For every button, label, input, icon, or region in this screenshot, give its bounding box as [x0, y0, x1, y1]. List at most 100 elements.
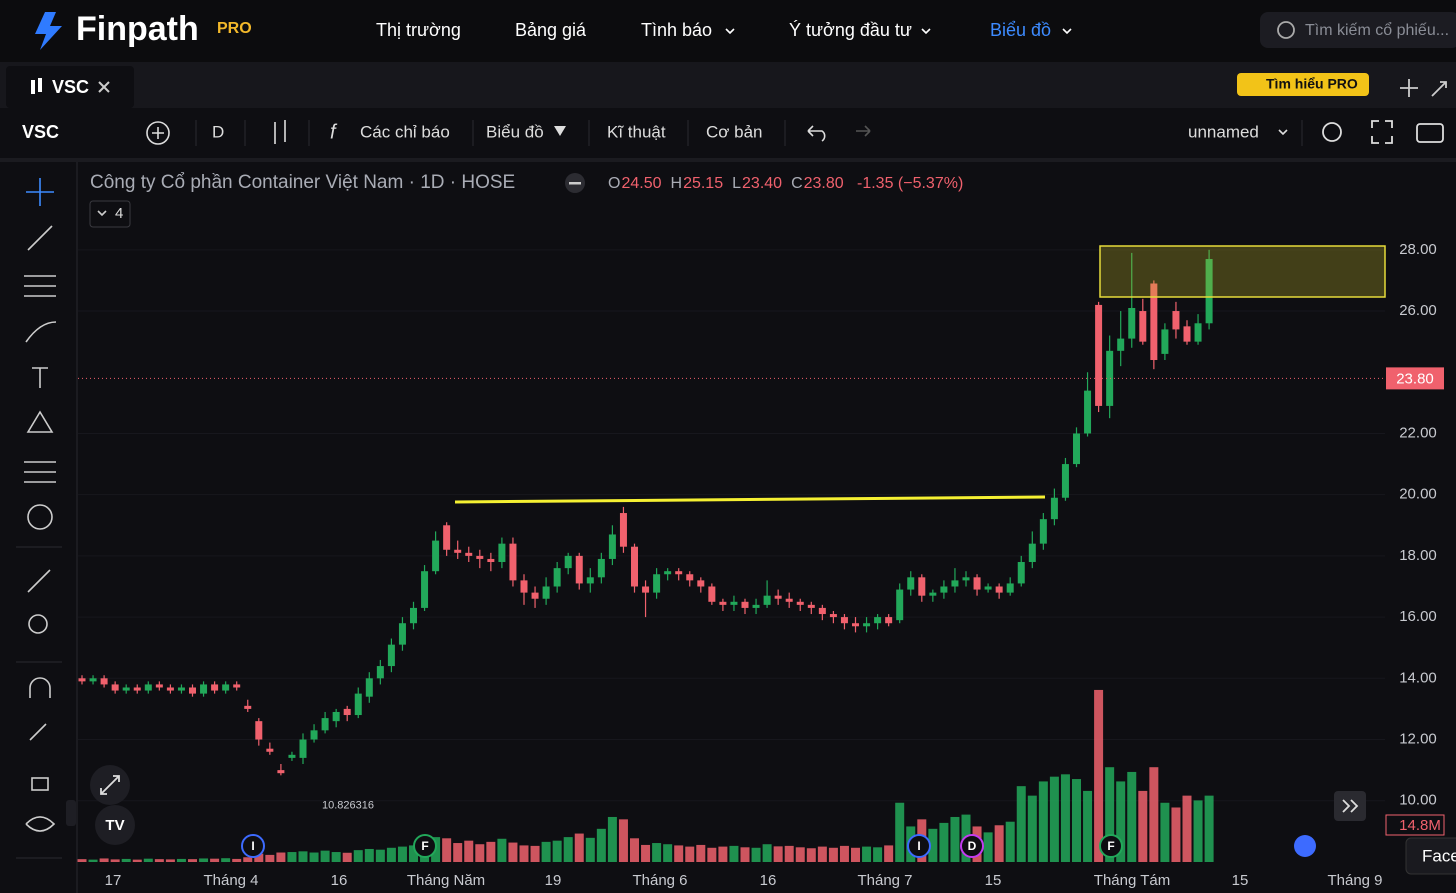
layout-name[interactable]: unnamed: [1188, 122, 1259, 141]
toolbar-technical[interactable]: Kĩ thuật: [607, 122, 666, 141]
pro-button[interactable]: [1237, 73, 1369, 96]
toolbar-indicators[interactable]: Các chỉ báo: [360, 122, 450, 141]
candle-body: [78, 678, 86, 682]
volume-bar: [1182, 795, 1192, 862]
tv-logo[interactable]: [95, 805, 135, 845]
candle-body: [89, 678, 97, 682]
candle-body: [1172, 311, 1180, 330]
candle-body: [697, 580, 705, 587]
candle-body: [387, 644, 395, 667]
candle-body: [642, 586, 650, 593]
candle-body: [619, 513, 627, 547]
volume-bar: [353, 850, 363, 862]
candle-body: [233, 684, 241, 688]
candle-body: [144, 684, 152, 691]
volume-bar: [618, 819, 628, 862]
x-tick-label: 17: [105, 872, 122, 889]
volume-bar: [685, 846, 695, 862]
volume-bar: [574, 833, 584, 862]
candle-body: [310, 730, 318, 740]
candle-body: [918, 577, 926, 596]
volume-bar: [541, 841, 551, 862]
candle-body: [1128, 307, 1136, 339]
candle-body: [421, 571, 429, 608]
candle-body: [863, 623, 871, 627]
corner-button[interactable]: [1405, 837, 1456, 875]
event-marker: [1099, 834, 1123, 858]
volume-bar: [121, 858, 131, 862]
volume-bar: [1138, 790, 1148, 862]
candle-body: [730, 601, 738, 605]
toolbar-interval[interactable]: D: [212, 122, 224, 141]
toolbar-chart[interactable]: Biểu đồ: [486, 122, 544, 141]
nav-item[interactable]: Bảng giá: [515, 20, 587, 40]
event-label: I: [251, 839, 254, 853]
search-box[interactable]: [1260, 12, 1456, 48]
candle-body: [520, 580, 528, 593]
volume-bar: [1016, 786, 1026, 862]
ohlc-key: H: [671, 175, 683, 192]
candle-body: [288, 754, 296, 758]
candle-body: [1095, 304, 1103, 406]
candle-body: [155, 684, 163, 688]
redo[interactable]: [856, 125, 871, 137]
volume-bar: [1171, 807, 1181, 862]
toolbar-basic[interactable]: Cơ bản: [706, 122, 763, 141]
nav-item[interactable]: Tình báo: [641, 20, 712, 40]
zone-box[interactable]: [1099, 245, 1386, 298]
volume-bar: [530, 845, 540, 862]
tab[interactable]: [6, 66, 134, 108]
candle-body: [542, 586, 550, 599]
nav-item[interactable]: Ý tưởng đầu tư: [789, 20, 912, 40]
volume-bar: [895, 802, 905, 862]
panel-toggle[interactable]: [66, 800, 76, 826]
candle-body: [1039, 519, 1047, 544]
settings[interactable]: [1322, 122, 1342, 142]
candle-icon[interactable]: [274, 120, 286, 144]
tab-close[interactable]: [98, 81, 110, 93]
change: -1.35 (−5.37%): [857, 175, 963, 192]
volume-bar: [707, 847, 717, 862]
fullscreen[interactable]: [1371, 120, 1393, 144]
add-symbol[interactable]: [146, 121, 170, 145]
ohlc-value: 23.40: [742, 175, 782, 192]
volume-bar: [950, 816, 960, 862]
volume-bar: [475, 844, 485, 862]
nav-item[interactable]: Thị trường: [376, 20, 461, 40]
volume-bar: [165, 859, 175, 862]
chevron: [1278, 129, 1288, 136]
ohlc-value: 25.15: [683, 175, 723, 192]
event-label: I: [917, 839, 920, 853]
toolbar-separators: [195, 120, 1303, 146]
candle-body: [1205, 259, 1213, 324]
event-marker: [241, 834, 265, 858]
toolbar-symbol[interactable]: VSC: [22, 122, 59, 142]
volume-bar: [1149, 767, 1159, 862]
indicator-toggle[interactable]: [89, 200, 131, 228]
volume-bar: [1027, 795, 1037, 862]
candle-body: [1017, 562, 1025, 584]
search-placeholder: Tìm kiếm cổ phiếu...: [1305, 21, 1449, 39]
event-label: F: [421, 839, 428, 853]
tab-actions[interactable]: [1400, 79, 1447, 97]
y-tick-label: 26.00: [1399, 302, 1437, 319]
volume-bar: [464, 840, 474, 862]
snapshot[interactable]: [1416, 123, 1444, 143]
candle-body: [940, 586, 948, 593]
volume-bar: [1116, 781, 1126, 862]
volume-bar: [99, 858, 109, 862]
volume-bar: [1204, 795, 1214, 862]
candle-body: [410, 607, 417, 624]
candle-body: [531, 592, 539, 599]
candle-body: [829, 614, 837, 618]
candle-body: [1150, 283, 1158, 361]
undo[interactable]: [807, 125, 826, 142]
event-label: D: [968, 839, 977, 853]
candle-body: [244, 705, 252, 709]
candle-body: [708, 586, 716, 602]
candle-body: [200, 684, 208, 694]
trend-line[interactable]: [454, 495, 1046, 504]
volume-bar: [1038, 781, 1048, 862]
drawing-tools[interactable]: [24, 178, 57, 832]
nav-item[interactable]: Biểu đồ: [990, 20, 1051, 40]
